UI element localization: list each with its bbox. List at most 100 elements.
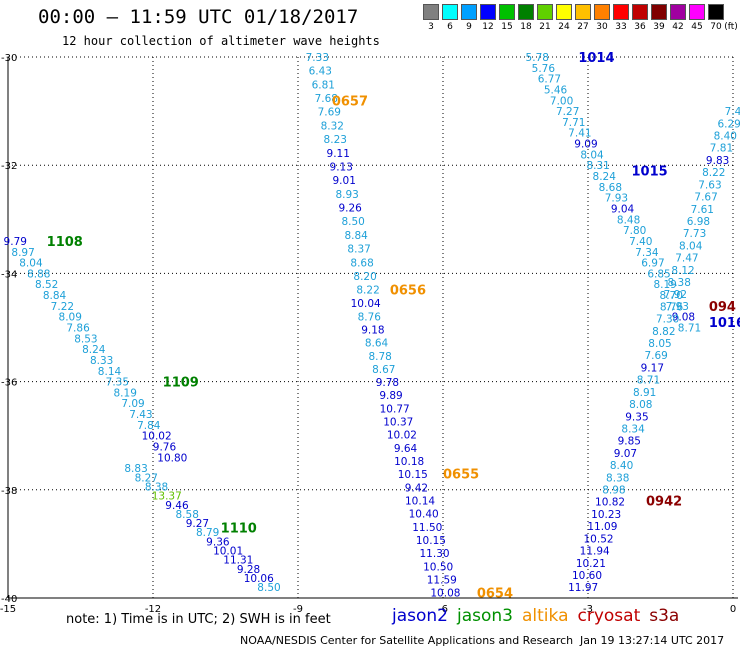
legend-swatch <box>689 4 705 20</box>
swh-value: 8.70 <box>660 290 683 302</box>
legend-label: 21 <box>539 22 551 32</box>
swh-value: 7.34 <box>635 247 659 259</box>
legend-label: 15 <box>501 22 513 32</box>
swh-value: 7.09 <box>121 398 144 410</box>
swh-value: 8.68 <box>599 182 622 194</box>
swh-value: 11.59 <box>427 574 457 586</box>
swh-value: 8.64 <box>365 338 389 350</box>
swh-value: 10.77 <box>380 403 410 415</box>
swh-value: 6.97 <box>641 258 664 270</box>
swh-value: 8.04 <box>679 240 703 252</box>
lon-tick-label: -15 <box>0 604 16 615</box>
legend-label: 33 <box>615 22 627 32</box>
legend-label: 18 <box>520 22 532 32</box>
swh-value: 10.80 <box>157 452 187 464</box>
swh-value: 6.77 <box>538 74 561 86</box>
swh-value: 7.69 <box>318 107 341 119</box>
swh-value: 9.17 <box>641 362 664 374</box>
swh-value: 8.33 <box>90 355 113 367</box>
swh-value: 7.93 <box>666 301 689 313</box>
swh-value: 8.38 <box>606 472 629 484</box>
swh-value: 10.23 <box>591 509 621 521</box>
swh-value: 9.46 <box>165 500 189 512</box>
swh-value: 9.78 <box>376 377 399 389</box>
legend-label: 42 <box>672 22 684 32</box>
swh-value: 8.58 <box>176 509 199 521</box>
swh-value: 8.08 <box>629 399 652 411</box>
swh-value: 8.97 <box>11 247 34 259</box>
legend-swatch <box>613 4 629 20</box>
swh-value: 9.18 <box>361 324 384 336</box>
legend-swatch <box>442 4 458 20</box>
lon-tick-label: -9 <box>293 604 303 615</box>
units-note: note: 1) Time is in UTC; 2) SWH is in fe… <box>66 612 331 627</box>
legend-swatch <box>537 4 553 20</box>
credit-line: NOAA/NESDIS Center for Satellite Applica… <box>240 634 574 647</box>
swh-value: 8.67 <box>372 364 395 376</box>
swh-value: 5.78 <box>526 52 549 64</box>
pass-time-label: 0657 <box>332 94 368 109</box>
pass-time-label: 0656 <box>390 284 426 299</box>
swh-value: 8.98 <box>602 485 625 497</box>
satellite-jason3: jason3 <box>457 606 513 626</box>
pass-time-label: 1108 <box>47 235 83 250</box>
swh-value: 8.04 <box>19 258 43 270</box>
swh-value: 8.88 <box>27 268 50 280</box>
swh-value: 9.01 <box>333 175 356 187</box>
swh-value: 6.85 <box>647 268 670 280</box>
swh-value: 9.42 <box>405 482 428 494</box>
legend-unit: (ft) <box>724 22 738 32</box>
pass-time-label: 0654 <box>477 587 513 602</box>
swh-value: 10.02 <box>142 431 172 443</box>
map-subtitle: 12 hour collection of altimeter wave hei… <box>62 34 380 48</box>
legend-label: 12 <box>482 22 494 32</box>
swh-value: 8.19 <box>653 279 676 291</box>
swh-value: 7.80 <box>623 225 646 237</box>
swh-value: 10.18 <box>394 456 424 468</box>
swh-value: 9.83 <box>706 155 729 167</box>
swh-value: 8.83 <box>124 463 147 475</box>
swh-value: 7.47 <box>675 253 698 265</box>
swh-value: 7.84 <box>137 420 161 432</box>
swh-value: 13.37 <box>152 491 182 503</box>
pass-time-label: 1014 <box>578 51 614 66</box>
swh-value: 8.37 <box>347 244 370 256</box>
swh-value: 10.01 <box>213 546 243 558</box>
swh-value: 9.27 <box>186 518 209 530</box>
legend-swatch <box>423 4 439 20</box>
swh-value: 10.15 <box>416 535 446 547</box>
satellite-legend: jason2 jason3 altika cryosat s3a <box>392 606 688 626</box>
pass-time-label: 094 <box>709 300 736 315</box>
swh-value: 8.09 <box>59 312 82 324</box>
swh-value: 8.20 <box>353 271 376 283</box>
legend-label: 24 <box>558 22 570 32</box>
swh-value: 11.94 <box>580 546 610 558</box>
swh-value: 5.46 <box>544 84 568 96</box>
lat-tick-label: -40 <box>1 594 17 605</box>
swh-value: 5.76 <box>532 63 556 75</box>
legend-label: 30 <box>596 22 608 32</box>
satellite-s3a: s3a <box>649 606 680 626</box>
pass-time-label: 1015 <box>632 165 668 180</box>
legend-swatch <box>670 4 686 20</box>
swh-value: 11.50 <box>412 522 442 534</box>
swh-value: 8.23 <box>324 134 347 146</box>
swh-value: 9.08 <box>672 312 695 324</box>
swh-value: 8.12 <box>671 265 694 277</box>
swh-value: 10.52 <box>584 533 614 545</box>
swh-value: 8.78 <box>368 351 391 363</box>
swh-value: 7.35 <box>106 377 129 389</box>
legend-label: 9 <box>466 22 472 32</box>
swh-value: 8.91 <box>633 387 656 399</box>
swh-value: 10.37 <box>383 417 413 429</box>
swh-value: 11.09 <box>587 521 617 533</box>
swh-value: 9.26 <box>338 203 362 215</box>
satellite-cryosat: cryosat <box>577 606 641 626</box>
swh-value: 7.73 <box>683 228 706 240</box>
swh-value: 8.22 <box>702 167 725 179</box>
swh-value: 9.09 <box>574 139 597 151</box>
satellite-altika: altika <box>522 606 569 626</box>
swh-value: 10.50 <box>423 561 453 573</box>
swh-value: 8.04 <box>580 149 604 161</box>
pass-time-label: 1110 <box>221 522 257 537</box>
